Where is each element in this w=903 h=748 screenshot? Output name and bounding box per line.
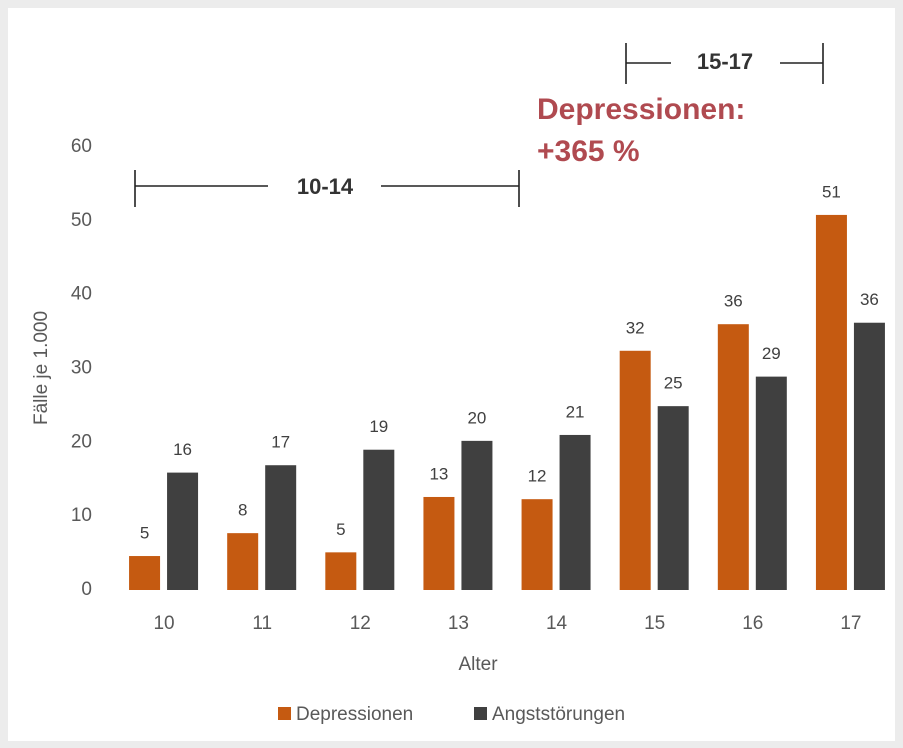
data-label: 13 (429, 464, 448, 483)
bar (423, 496, 455, 590)
data-label: 19 (369, 417, 388, 436)
x-tick-label: 14 (546, 613, 568, 634)
data-label: 36 (724, 292, 743, 311)
bar (657, 406, 689, 590)
y-tick-label: 0 (81, 579, 92, 600)
y-tick-label: 50 (71, 210, 92, 231)
annotation: Depressionen: (537, 93, 745, 126)
x-tick-label: 11 (252, 613, 272, 634)
x-tick-label: 10 (153, 613, 174, 634)
data-label: 17 (271, 433, 290, 452)
bar (559, 434, 591, 590)
bar (265, 465, 297, 590)
data-label: 36 (860, 290, 879, 309)
data-label: 16 (173, 440, 192, 459)
y-tick-label: 30 (71, 358, 92, 379)
data-label: 20 (467, 408, 486, 427)
data-label: 12 (528, 467, 547, 486)
x-tick-label: 16 (742, 613, 763, 634)
bar (227, 533, 259, 590)
y-tick-label: 40 (71, 284, 92, 305)
annotation: 15-17 (697, 49, 753, 74)
bar (521, 499, 553, 590)
y-tick-label: 20 (71, 431, 92, 452)
bracket-15-17 (625, 43, 824, 84)
annotation: +365 % (537, 135, 640, 168)
bar (461, 440, 493, 590)
data-label: 21 (566, 402, 585, 421)
data-label: 5 (336, 520, 345, 539)
data-label: 51 (822, 182, 841, 201)
data-label: 25 (664, 374, 683, 393)
bar (363, 449, 395, 590)
x-tick-label: 13 (448, 613, 469, 634)
x-tick-label: 17 (840, 613, 861, 634)
y-tick-label: 60 (71, 136, 92, 157)
data-label: 32 (626, 318, 645, 337)
data-label: 29 (762, 344, 781, 363)
legend-swatch (278, 707, 291, 720)
legend-swatch (474, 707, 487, 720)
legend-label: Angststörungen (492, 704, 625, 725)
bar (853, 322, 885, 590)
bar (717, 324, 749, 590)
x-tick-label: 12 (350, 613, 371, 634)
legend-label: Depressionen (296, 704, 413, 725)
bar (619, 350, 651, 590)
bracket-10-14 (134, 170, 520, 207)
annotation: 10-14 (297, 174, 354, 199)
x-tick-label: 15 (644, 613, 665, 634)
bar (755, 376, 787, 590)
bar (815, 214, 847, 590)
data-label: 5 (140, 524, 149, 543)
bar (129, 556, 161, 590)
y-axis-label: Fälle je 1.000 (31, 311, 52, 425)
data-label: 8 (238, 501, 247, 520)
y-tick-label: 10 (71, 505, 92, 526)
x-axis-label: Alter (458, 654, 498, 675)
bar (167, 472, 199, 590)
bar (325, 552, 357, 590)
